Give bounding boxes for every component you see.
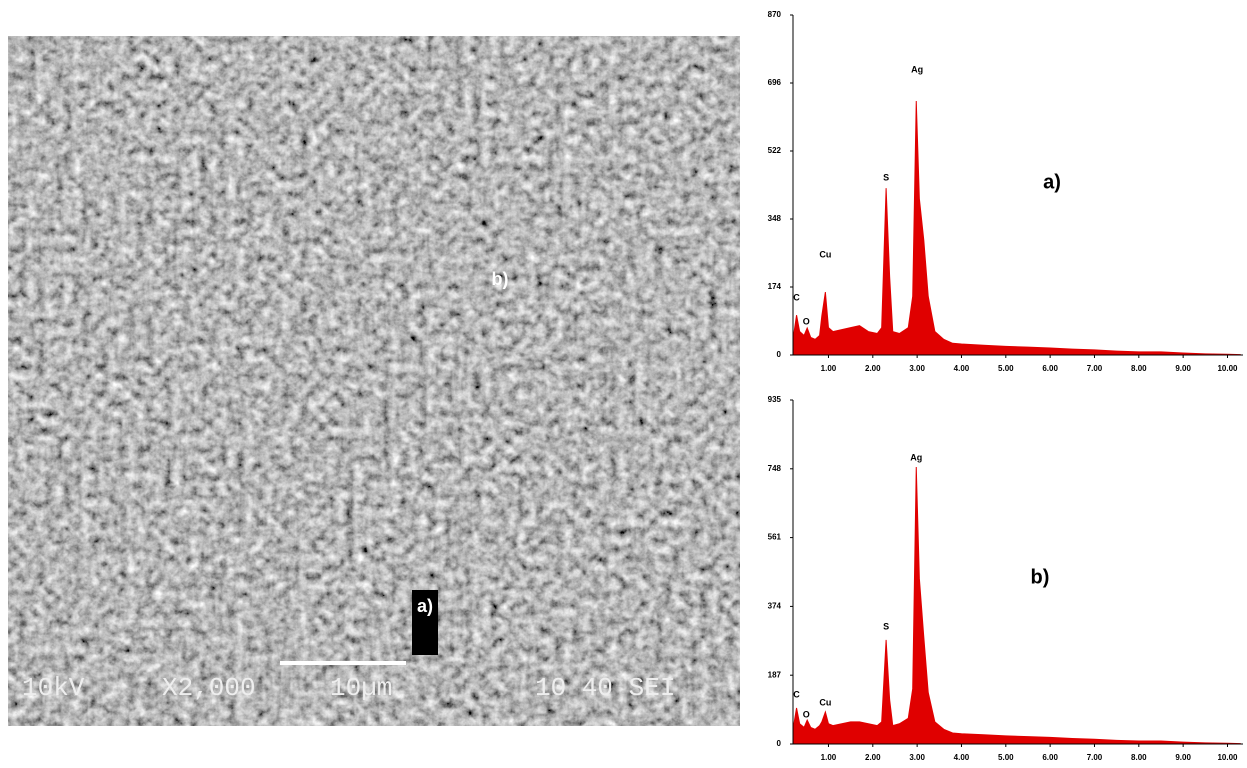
region-label: a) <box>417 596 433 616</box>
peak-label: C <box>793 292 800 302</box>
x-tick-label: 4.00 <box>954 364 970 373</box>
peak-label: Ag <box>910 453 922 463</box>
peak-label: S <box>883 621 889 631</box>
peak-label: O <box>803 709 810 719</box>
y-tick-label: 374 <box>768 602 782 611</box>
y-tick-label: 348 <box>768 214 782 223</box>
peak-label: S <box>883 172 889 182</box>
spectrum-line <box>792 466 1241 745</box>
x-tick-label: 8.00 <box>1131 364 1147 373</box>
peak-label: Cu <box>819 249 831 259</box>
x-tick-label: 5.00 <box>998 753 1014 762</box>
y-tick-label: 935 <box>768 395 782 404</box>
area-fill <box>793 100 1241 355</box>
y-tick-label: 187 <box>768 670 782 679</box>
area-fill <box>793 466 1241 744</box>
x-tick-label: 5.00 <box>998 364 1014 373</box>
label-box <box>412 590 438 655</box>
peak-label: C <box>793 689 800 699</box>
y-tick-label: 0 <box>777 350 782 359</box>
x-tick-label: 10.00 <box>1217 364 1238 373</box>
x-tick-label: 8.00 <box>1131 753 1147 762</box>
x-tick-label: 6.00 <box>1042 753 1058 762</box>
sem-info: 10 40 SEI <box>535 673 675 703</box>
y-tick-label: 522 <box>768 146 782 155</box>
y-tick-label: 870 <box>768 10 782 19</box>
x-tick-label: 2.00 <box>865 753 881 762</box>
y-tick-label: 748 <box>768 464 782 473</box>
sem-info: X2,000 <box>162 673 256 703</box>
sem-image: b) a) 10kV X2,000 10µm 10 40 SEI <box>8 36 740 726</box>
region-label: b) <box>492 269 509 289</box>
x-tick-label: 4.00 <box>954 753 970 762</box>
x-tick-label: 1.00 <box>821 753 837 762</box>
x-tick-label: 6.00 <box>1042 364 1058 373</box>
spectrum-line <box>792 100 1241 356</box>
peak-label: Ag <box>911 64 923 74</box>
panel-label: a) <box>1043 171 1061 193</box>
sem-info: 10kV <box>22 673 85 703</box>
y-tick-label: 561 <box>768 533 782 542</box>
x-tick-label: 7.00 <box>1087 753 1103 762</box>
x-tick-label: 3.00 <box>909 753 925 762</box>
x-tick-label: 1.00 <box>821 364 837 373</box>
panel-label: b) <box>1031 566 1050 588</box>
peak-label: Cu <box>819 698 831 708</box>
x-tick-label: 10.00 <box>1217 753 1238 762</box>
x-tick-label: 3.00 <box>909 364 925 373</box>
x-tick-label: 2.00 <box>865 364 881 373</box>
peak-label: O <box>803 317 810 327</box>
y-tick-label: 174 <box>768 282 782 291</box>
x-tick-label: 9.00 <box>1175 364 1191 373</box>
sem-info: 10µm <box>330 673 392 703</box>
y-tick-label: 0 <box>777 739 782 748</box>
sem-texture <box>8 36 740 726</box>
x-tick-label: 7.00 <box>1087 364 1103 373</box>
x-tick-label: 9.00 <box>1175 753 1191 762</box>
y-tick-label: 696 <box>768 78 782 87</box>
